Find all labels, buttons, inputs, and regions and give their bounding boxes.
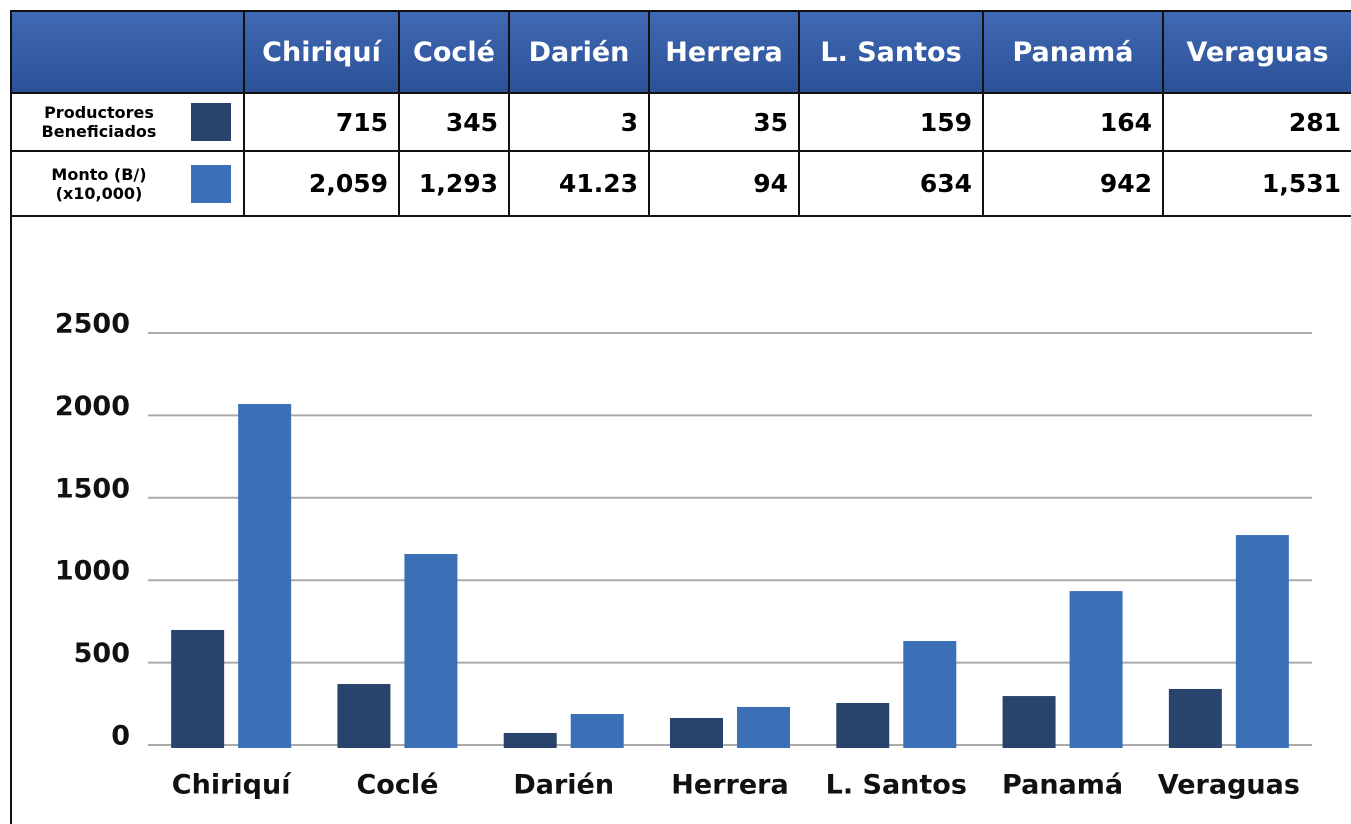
bar	[1168, 688, 1222, 748]
y-tick-label: 1000	[55, 556, 130, 587]
x-tick-label: Coclé	[356, 770, 438, 801]
row-label: Productores Beneficiados	[41, 103, 157, 141]
row-label-cell: Productores Beneficiados	[10, 92, 245, 152]
bar	[404, 553, 458, 748]
bar	[570, 714, 624, 748]
bar	[903, 641, 957, 748]
bar	[836, 702, 890, 748]
x-tick-label: Chiriquí	[172, 770, 292, 801]
value-cell: 2,059	[243, 150, 400, 217]
bar	[337, 684, 391, 748]
y-tick-label: 2500	[55, 309, 130, 340]
bar	[1002, 696, 1056, 748]
y-tick-label: 500	[74, 638, 130, 669]
data-row: Productores Beneficiados 715 345 3 35 159 164 2…	[10, 92, 1351, 152]
x-tick-label: Veraguas	[1158, 770, 1300, 801]
x-tick-label: Panamá	[1002, 770, 1123, 801]
column-header: L. Santos	[798, 10, 984, 94]
x-tick-label: Herrera	[671, 770, 788, 801]
data-table: Chiriquí Coclé Darién Herrera L. Santos Panam…	[10, 10, 1351, 217]
bar	[737, 706, 790, 748]
corner-cell	[10, 10, 245, 94]
bar	[1069, 591, 1123, 748]
value-cell: 41.23	[508, 150, 650, 217]
bar	[171, 629, 225, 748]
column-header: Veraguas	[1162, 10, 1351, 94]
column-header: Darién	[508, 10, 650, 94]
value-cell: 281	[1162, 92, 1351, 152]
legend-swatch	[191, 164, 231, 203]
y-tick-label: 2000	[55, 391, 130, 422]
x-tick-label: Darién	[513, 770, 614, 801]
data-row: Monto (B/) (x10,000) 2,059 1,293 41.23 94 634…	[10, 150, 1351, 217]
y-tick-label: 0	[111, 721, 130, 752]
value-cell: 35	[648, 92, 800, 152]
value-cell: 164	[982, 92, 1164, 152]
value-cell: 1,531	[1162, 150, 1351, 217]
row-label-cell: Monto (B/) (x10,000)	[10, 150, 245, 217]
value-cell: 159	[798, 92, 984, 152]
value-cell: 94	[648, 150, 800, 217]
frame-rule	[10, 215, 12, 824]
bar	[503, 732, 557, 748]
column-header: Coclé	[398, 10, 510, 94]
bar	[1235, 535, 1289, 748]
row-label: Monto (B/) (x10,000)	[51, 164, 147, 203]
value-cell: 634	[798, 150, 984, 217]
value-cell: 715	[243, 92, 400, 152]
value-cell: 942	[982, 150, 1164, 217]
y-tick-label: 1500	[55, 473, 130, 504]
column-header: Herrera	[648, 10, 800, 94]
value-cell: 3	[508, 92, 650, 152]
legend-swatch	[191, 103, 231, 141]
value-cell: 1,293	[398, 150, 510, 217]
header-row: Chiriquí Coclé Darién Herrera L. Santos Panam…	[10, 10, 1351, 94]
value-cell: 345	[398, 92, 510, 152]
column-header: Panamá	[982, 10, 1164, 94]
x-tick-label: L. Santos	[826, 770, 967, 801]
bar	[238, 404, 292, 748]
bar	[670, 717, 723, 748]
column-header: Chiriquí	[243, 10, 400, 94]
